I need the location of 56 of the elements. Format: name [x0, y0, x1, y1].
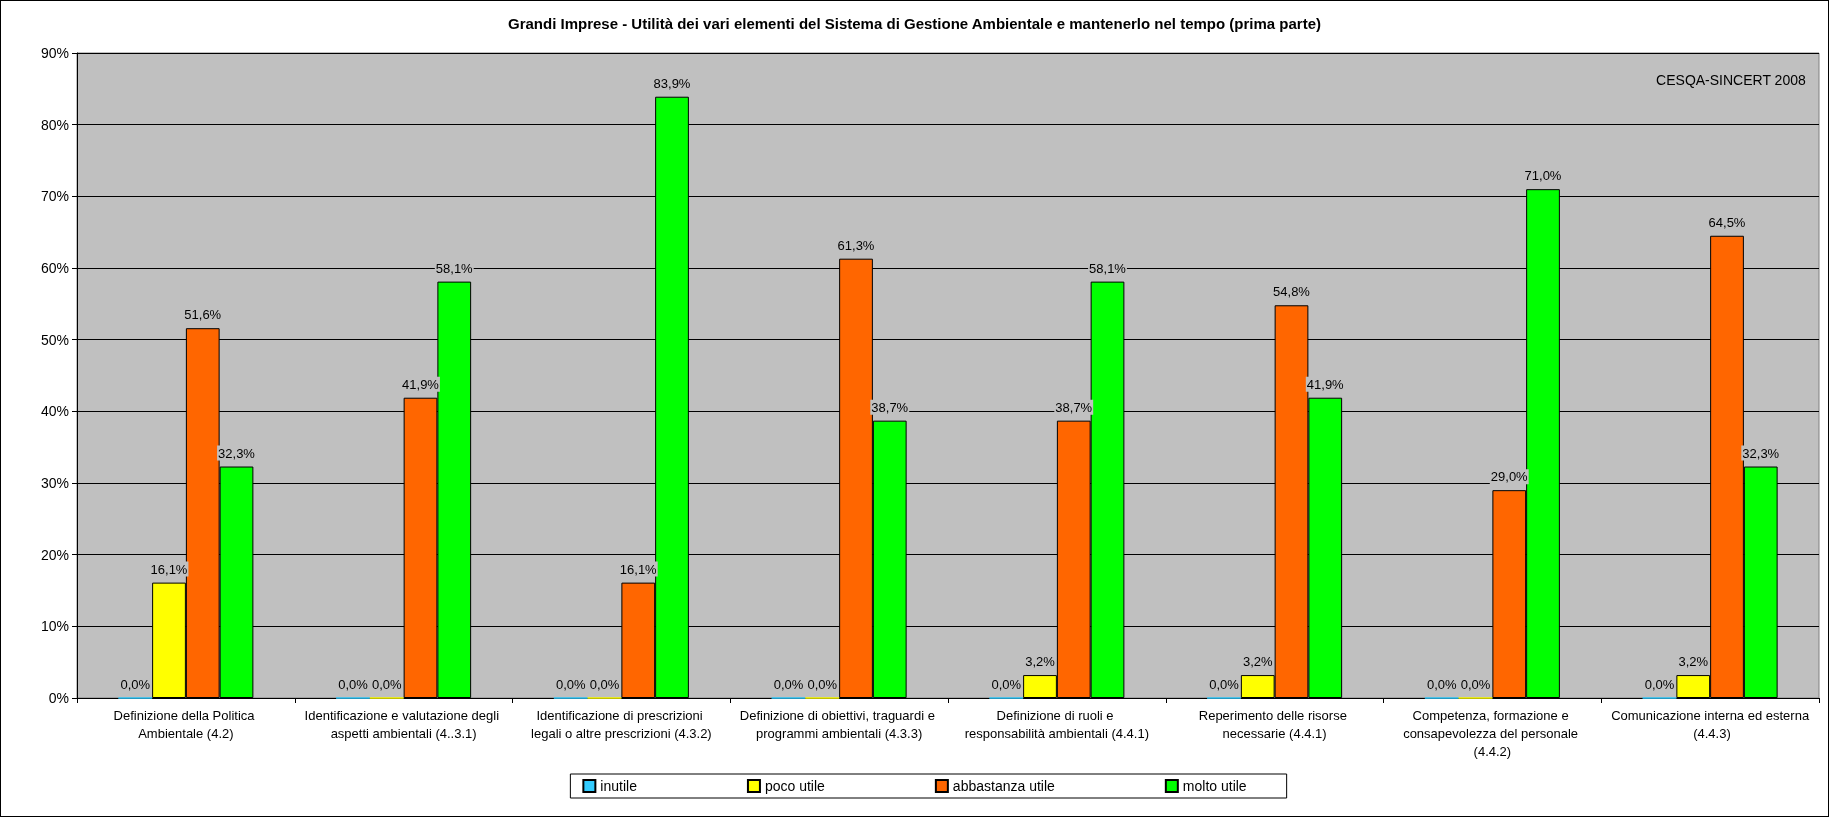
- data-label: 0,0%: [1209, 676, 1240, 692]
- data-label: 3,2%: [1242, 654, 1273, 670]
- data-label: 0,0%: [555, 676, 586, 692]
- data-label: 41,9%: [1306, 376, 1345, 392]
- data-label: 41,9%: [402, 376, 440, 392]
- data-label: 32,3%: [218, 445, 256, 461]
- x-tick-label: Definizione di ruoli e responsabilità ambientali (4.4.1): [964, 707, 1150, 741]
- data-label: 0,0%: [1426, 676, 1457, 692]
- data-label: 0,0%: [371, 676, 402, 692]
- data-label: 32,3%: [1742, 445, 1780, 461]
- y-tick-label: 50%: [40, 331, 69, 348]
- data-label: 16,1%: [150, 561, 188, 577]
- legend-label: abbastanza utile: [952, 778, 1056, 794]
- y-tick-label: 90%: [40, 45, 69, 61]
- y-tick-label: 30%: [40, 475, 69, 491]
- data-label: 0,0%: [773, 676, 804, 692]
- y-tick-label: 0%: [48, 690, 69, 706]
- data-label: 3,2%: [1025, 654, 1056, 670]
- data-label: 71,0%: [1524, 168, 1562, 184]
- data-label: 38,7%: [1055, 399, 1093, 415]
- data-label: 16,1%: [619, 561, 658, 577]
- legend-label: molto utile: [1182, 778, 1247, 794]
- y-tick-label: 70%: [40, 188, 69, 205]
- x-tick-label: Competenza, formazione e consapevolezza del personale (4.4.2): [1403, 707, 1582, 759]
- chart-title: Grandi Imprese - Utilità dei vari elementi del Sistema di Gestione Ambientale e mantenerlo nel tempo (prima parte): [508, 15, 1321, 32]
- y-tick-label: 80%: [40, 116, 69, 133]
- data-label: 0,0%: [991, 676, 1022, 692]
- data-label: 64,5%: [1708, 214, 1746, 230]
- data-label: 0,0%: [589, 676, 620, 692]
- data-label: 51,6%: [184, 307, 222, 323]
- data-label: 58,1%: [435, 260, 474, 276]
- y-tick-label: 60%: [40, 260, 69, 276]
- x-tick-label: Identificazione di prescrizioni legali o altre prescrizioni (4.3.2): [531, 707, 712, 741]
- y-tick-label: 40%: [40, 403, 69, 420]
- data-label: 29,0%: [1490, 469, 1529, 485]
- x-tick-label: Definizione di obiettivi, traguardi e programmi ambientali (4.3.3): [739, 707, 939, 741]
- data-label: 0,0%: [338, 676, 369, 692]
- data-label: 54,8%: [1273, 284, 1311, 300]
- x-tick-label: Definizione della Politica Ambientale (4.2): [113, 707, 259, 741]
- data-label: 83,9%: [653, 75, 691, 91]
- data-label: 58,1%: [1089, 260, 1127, 276]
- data-label: 38,7%: [871, 399, 909, 415]
- y-tick-label: 20%: [40, 546, 69, 563]
- data-label: 0,0%: [807, 676, 838, 692]
- y-tick-label: 10%: [40, 618, 69, 635]
- data-label: 61,3%: [837, 237, 875, 253]
- data-label: 0,0%: [1460, 676, 1491, 692]
- x-tick-label: Comunicazione interna ed esterna (4.4.3): [1611, 707, 1810, 741]
- annotation: CESQA-SINCERT 2008: [1656, 72, 1806, 88]
- data-label: 0,0%: [120, 676, 151, 692]
- data-label: 0,0%: [1644, 676, 1675, 692]
- legend-label: poco utile: [764, 778, 826, 794]
- x-tick-label: Reperimento delle risorse necessarie (4.4.1): [1198, 707, 1351, 741]
- x-tick-label: Identificazione e valutazione degli aspetti ambientali (4..3.1): [304, 707, 503, 741]
- data-label: 3,2%: [1678, 654, 1709, 670]
- legend-label: inutile: [600, 778, 638, 794]
